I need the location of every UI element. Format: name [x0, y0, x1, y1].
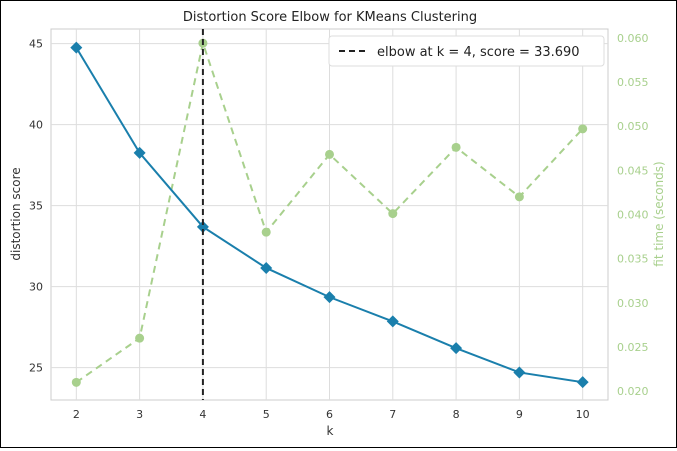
x-axis: 2 3 4 5 6 7 8 9 10 — [73, 408, 590, 421]
y2-tick-label: 0.020 — [617, 385, 649, 398]
y2-axis: 0.020 0.025 0.030 0.035 0.040 0.045 0.050 0.055… — [617, 32, 649, 398]
y-tick-label: 40 — [29, 119, 43, 132]
y2-tick-label: 0.035 — [617, 253, 649, 266]
y2-axis-label: fit time (seconds) — [652, 161, 666, 266]
x-tick-label: 5 — [263, 408, 270, 421]
distortion-point — [70, 41, 83, 54]
fit-time-point — [514, 192, 524, 202]
x-tick-label: 6 — [326, 408, 333, 421]
x-tick-label: 10 — [576, 408, 590, 421]
legend-elbow-text: elbow at k = 4, score = 33.690 — [377, 45, 580, 60]
fit-time-point — [261, 227, 271, 237]
chart-title: Distortion Score Elbow for KMeans Cluste… — [183, 10, 477, 25]
distortion-point — [576, 376, 589, 389]
y2-tick-label: 0.060 — [617, 32, 649, 45]
distortion-point — [133, 146, 146, 159]
distortion-point — [450, 342, 463, 355]
fit-time-point — [388, 209, 398, 219]
y2-tick-label: 0.040 — [617, 209, 649, 222]
y2-tick-label: 0.050 — [617, 120, 649, 133]
y-axis-label: distortion score — [9, 167, 23, 260]
distortion-point — [260, 261, 273, 274]
legend: elbow at k = 4, score = 33.690 — [328, 35, 605, 67]
y2-tick-label: 0.055 — [617, 76, 649, 89]
y2-tick-label: 0.045 — [617, 164, 649, 177]
x-axis-label: k — [327, 424, 334, 438]
fit-time-point — [451, 142, 461, 152]
legend-box — [328, 35, 605, 67]
x-tick-label: 7 — [389, 408, 396, 421]
distortion-point — [323, 291, 336, 304]
fit-time-point — [325, 149, 334, 159]
y-tick-label: 35 — [29, 200, 43, 213]
series-layer — [70, 29, 589, 400]
y2-tick-label: 0.030 — [617, 297, 649, 310]
x-tick-label: 4 — [199, 408, 206, 421]
x-tick-label: 2 — [73, 408, 80, 421]
y-tick-label: 25 — [29, 362, 43, 375]
y-axis: 25 30 35 40 45 — [29, 38, 43, 375]
fit-time-point — [578, 124, 588, 134]
y-tick-label: 45 — [29, 38, 43, 51]
fit-time-point — [71, 377, 81, 387]
y2-tick-label: 0.025 — [617, 341, 649, 354]
y-tick-label: 30 — [29, 281, 43, 294]
distortion-point — [196, 220, 209, 233]
x-tick-label: 8 — [453, 408, 460, 421]
x-tick-label: 3 — [136, 408, 143, 421]
x-tick-label: 9 — [516, 408, 523, 421]
fit-time-point — [135, 333, 145, 343]
distortion-point — [513, 366, 526, 379]
distortion-point — [386, 315, 399, 328]
